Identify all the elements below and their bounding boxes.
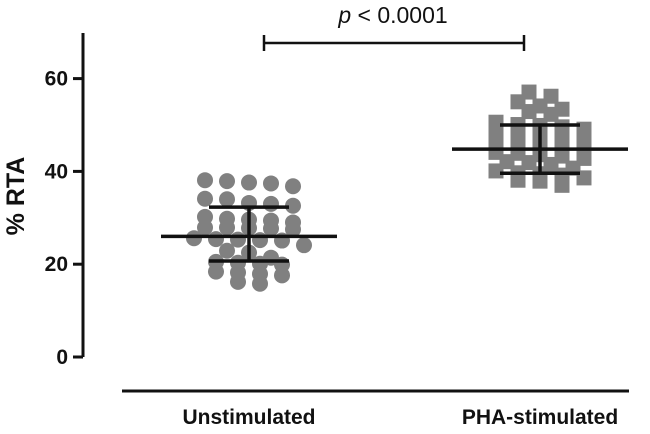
point-unstim-2: [219, 173, 235, 190]
category-labels: Unstimulated PHA-stimulated: [182, 406, 618, 429]
point-unstim-22: [208, 231, 224, 248]
significance-label: p < 0.0001: [337, 2, 447, 28]
point-unstim-19: [219, 219, 235, 236]
point-pha-5: [521, 104, 537, 120]
point-unstim-23: [186, 230, 202, 247]
y-tick-label-60: 60: [45, 68, 68, 91]
point-unstim-1: [285, 178, 301, 195]
point-unstim-24: [252, 232, 268, 249]
point-pha-38: [554, 177, 570, 193]
point-unstim-25: [296, 237, 312, 254]
x-category-label-0: Unstimulated: [182, 406, 315, 429]
point-unstim-27: [219, 242, 235, 259]
y-tick-label-0: 0: [56, 346, 68, 369]
point-unstim-0: [241, 174, 257, 191]
point-unstim-5: [197, 190, 213, 207]
point-unstim-8: [263, 195, 279, 212]
point-unstim-17: [263, 220, 279, 237]
point-unstim-4: [263, 175, 279, 192]
point-unstim-18: [285, 221, 301, 238]
data-points: [186, 84, 592, 292]
x-category-label-1: PHA-stimulated: [462, 406, 618, 429]
point-pha-35: [576, 170, 592, 186]
significance-annotation: p < 0.0001: [262, 2, 526, 51]
mean-sd-bars: [161, 123, 628, 263]
point-unstim-38: [252, 275, 268, 292]
point-pha-37: [532, 173, 548, 189]
p-symbol: p: [337, 2, 351, 28]
point-unstim-9: [219, 191, 235, 208]
point-pha-31: [488, 163, 504, 179]
y-tick-label-20: 20: [45, 253, 68, 276]
p-value: < 0.0001: [351, 2, 448, 28]
point-unstim-36: [274, 267, 290, 284]
point-unstim-3: [197, 172, 213, 189]
y-tick-label-40: 40: [45, 160, 68, 183]
point-pha-36: [510, 172, 526, 188]
y-ticks: 0 20 40 60: [45, 68, 83, 369]
point-unstim-33: [208, 263, 224, 280]
point-unstim-37: [230, 273, 246, 290]
y-axis-title: % RTA: [2, 157, 30, 236]
point-unstim-16: [197, 219, 213, 236]
point-unstim-7: [285, 197, 301, 214]
